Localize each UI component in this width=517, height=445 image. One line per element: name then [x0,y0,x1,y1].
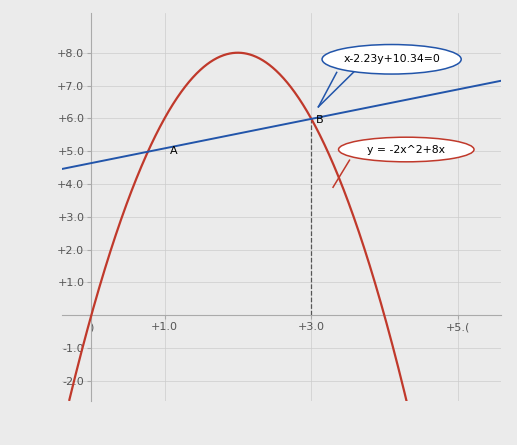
Ellipse shape [339,137,474,162]
Ellipse shape [322,44,461,74]
Text: A: A [170,146,177,156]
Text: B: B [316,115,324,125]
Text: x-2.23y+10.34=0: x-2.23y+10.34=0 [343,54,440,64]
Text: y = -2x^2+8x: y = -2x^2+8x [367,145,445,154]
